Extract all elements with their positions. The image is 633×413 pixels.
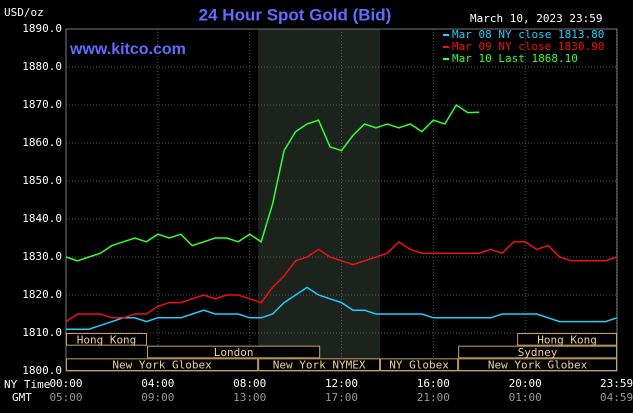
session-box	[66, 358, 259, 372]
gmt-tick-label: 05:00	[49, 391, 82, 404]
gmt-tick-label: 09:00	[141, 391, 174, 404]
x-tick-label: 00:00	[49, 377, 82, 390]
legend-label: Mar 08 NY close 1813.80	[452, 28, 604, 41]
x-row-label: GMT	[12, 391, 32, 404]
session-label: New York Globex	[112, 359, 212, 372]
y-tick-label: 1890.0	[22, 22, 62, 35]
session-box	[66, 333, 148, 346]
gmt-tick-label: 17:00	[325, 391, 358, 404]
gmt-tick-label: 04:59	[600, 391, 633, 404]
session-box	[458, 358, 617, 372]
shaded-session	[258, 29, 381, 371]
series-line	[65, 240, 618, 323]
session-box	[147, 345, 321, 359]
x-row-label: NY Time	[4, 378, 50, 391]
series-line	[66, 286, 618, 330]
unit-label: USD/oz	[4, 6, 44, 19]
legend-label: Mar 09 NY close 1830.90	[452, 40, 604, 53]
gmt-tick-label: 01:00	[509, 391, 542, 404]
x-tick-label: 16:00	[417, 377, 450, 390]
y-tick-label: 1840.0	[22, 212, 62, 225]
x-tick-label: 23:59	[600, 377, 633, 390]
session-label: New York NYMEX	[273, 359, 366, 372]
y-tick-label: 1860.0	[22, 136, 62, 149]
timestamp: March 10, 2023 23:59	[470, 12, 602, 25]
legend-label: Mar 10 Last 1868.10	[452, 52, 578, 65]
session-label: London	[214, 346, 254, 359]
session-label: Hong Kong	[77, 333, 137, 346]
session-box	[517, 333, 617, 346]
session-label: Sydney	[518, 346, 558, 359]
y-tick-label: 1810.0	[22, 326, 62, 339]
series-line	[65, 103, 480, 262]
session-label: New York Globex	[488, 359, 588, 372]
y-tick-label: 1850.0	[22, 174, 62, 187]
x-tick-label: 12:00	[325, 377, 358, 390]
chart-title: 24 Hour Spot Gold (Bid)	[199, 5, 392, 24]
y-tick-label: 1820.0	[22, 288, 62, 301]
session-box	[380, 358, 459, 372]
gmt-tick-label: 21:00	[417, 391, 450, 404]
watermark: www.kitco.com	[69, 41, 186, 58]
session-label: NY Globex	[389, 359, 449, 372]
session-label: Hong Kong	[537, 333, 597, 346]
x-tick-label: 08:00	[233, 377, 266, 390]
gmt-tick-label: 13:00	[233, 391, 266, 404]
session-box	[258, 358, 381, 372]
y-tick-label: 1870.0	[22, 98, 62, 111]
x-tick-label: 20:00	[509, 377, 542, 390]
session-box	[458, 345, 617, 359]
y-tick-label: 1830.0	[22, 250, 62, 263]
y-tick-label: 1880.0	[22, 60, 62, 73]
y-tick-label: 1800.0	[22, 364, 62, 377]
x-tick-label: 04:00	[141, 377, 174, 390]
